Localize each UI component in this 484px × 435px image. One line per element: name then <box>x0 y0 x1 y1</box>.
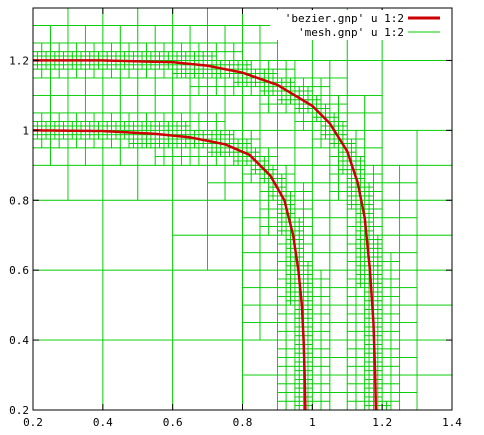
x-tick-label: 0.2 <box>23 416 43 429</box>
bezier-curve-outer <box>33 59 378 411</box>
axis-ticks: 0.2 0.4 0.6 0.8 1 1.2 1.4 0.2 0.4 0.6 0.8 1 1.2 <box>9 8 462 429</box>
y-tick-label: 0.6 <box>9 264 29 277</box>
legend-background <box>270 10 446 40</box>
y-tick-label: 0.2 <box>9 404 29 417</box>
y-tick-label: 0.8 <box>9 194 29 207</box>
legend-label-bezier: 'bezier.gnp' u 1:2 <box>285 12 404 25</box>
y-tick-label: 1 <box>22 124 29 137</box>
y-tick-label: 1.2 <box>9 54 29 67</box>
bezier-series <box>32 59 378 411</box>
x-tick-label: 1.4 <box>442 416 462 429</box>
legend: 'bezier.gnp' u 1:2 'mesh.gnp' u 1:2 <box>270 10 446 40</box>
x-tick-label: 0.4 <box>93 416 113 429</box>
x-tick-label: 0.6 <box>163 416 183 429</box>
y-tick-label: 0.4 <box>9 334 29 347</box>
x-tick-label: 1 <box>309 416 316 429</box>
x-tick-label: 0.8 <box>233 416 253 429</box>
x-tick-label: 1.2 <box>372 416 392 429</box>
legend-label-mesh: 'mesh.gnp' u 1:2 <box>298 26 404 39</box>
bezier-curve-inner <box>32 129 307 411</box>
